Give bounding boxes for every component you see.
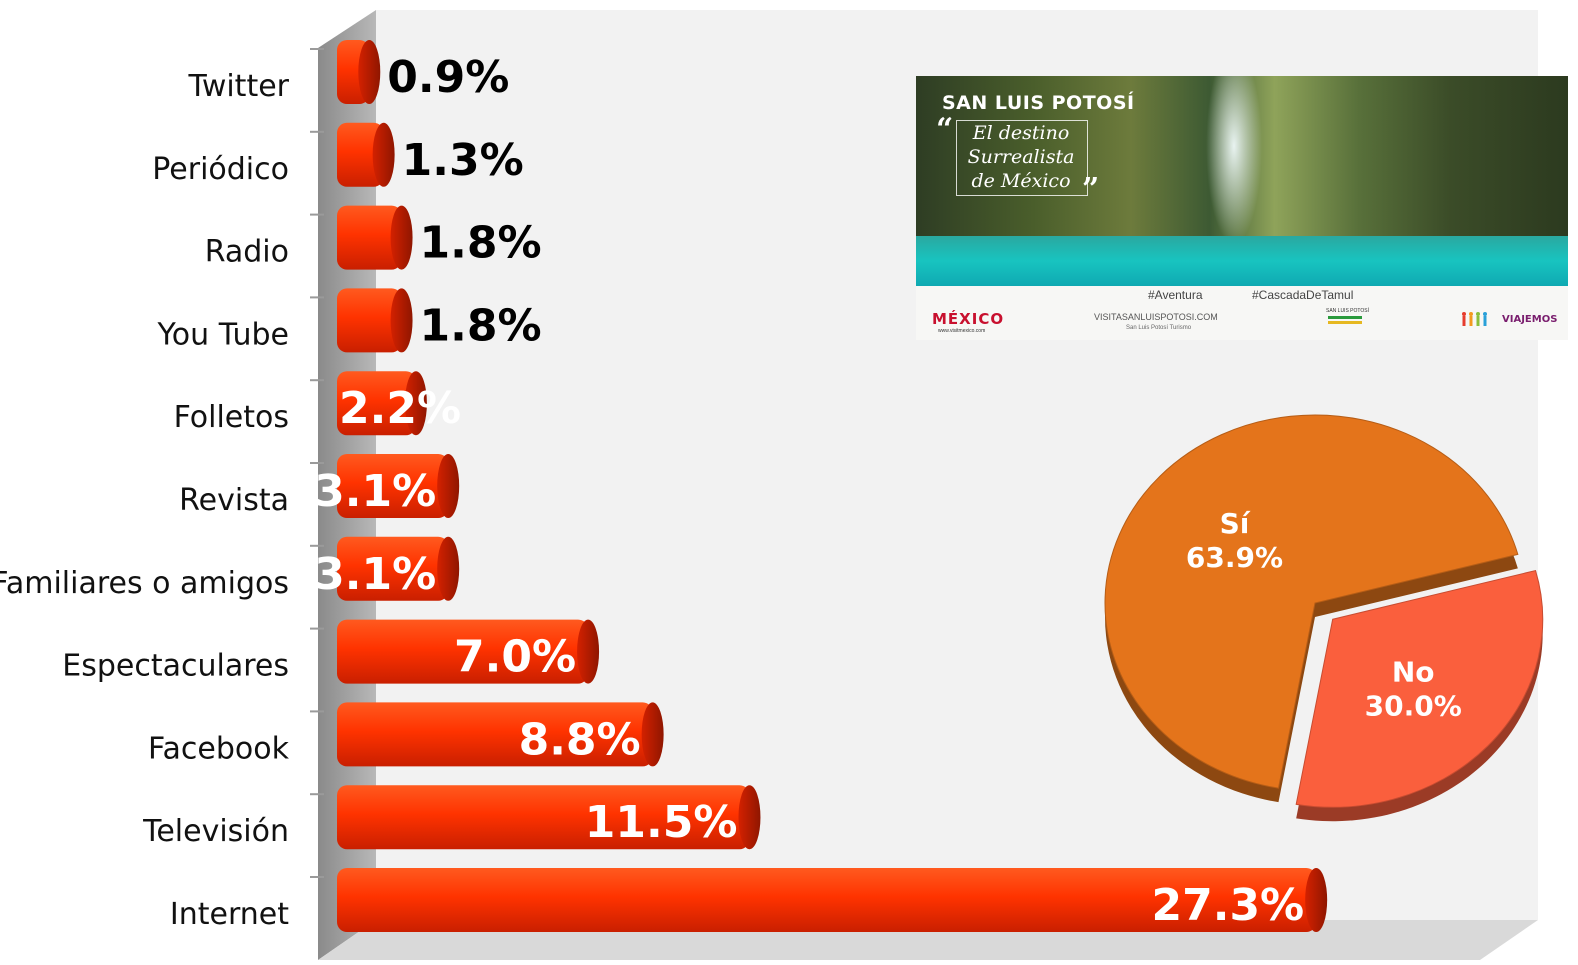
bar-cap bbox=[358, 40, 381, 104]
banner-website: VISITASANLUISPOTOSI.COM bbox=[1094, 312, 1218, 322]
bar-cap bbox=[404, 371, 427, 436]
bar bbox=[337, 619, 589, 684]
slp-logo-text: SAN LUIS POTOSÍ bbox=[1326, 308, 1369, 314]
bar-cap bbox=[738, 785, 761, 850]
bar-cap bbox=[390, 205, 413, 270]
bar-group bbox=[337, 702, 664, 767]
bar-cap bbox=[437, 454, 460, 518]
bar bbox=[337, 702, 653, 767]
bar-group bbox=[337, 40, 381, 104]
bar-group bbox=[337, 288, 413, 353]
banner-photo-water bbox=[916, 236, 1568, 286]
viajemos-people-icon bbox=[1462, 312, 1487, 326]
data-label: 1.8% bbox=[420, 218, 542, 269]
pie-category-label: Sí bbox=[1220, 507, 1251, 540]
category-label: Folletos bbox=[174, 400, 289, 435]
bar-group bbox=[337, 868, 1328, 932]
data-label: 27.3% bbox=[1152, 880, 1305, 931]
bar bbox=[337, 454, 449, 518]
bar-group bbox=[337, 785, 761, 850]
mexico-logo-url: www.visitmexico.com bbox=[938, 328, 986, 334]
banner-tagline-3: de México bbox=[971, 170, 1071, 192]
banner-website-sub: San Luis Potosí Turismo bbox=[1126, 325, 1192, 331]
data-label: 2.2% bbox=[339, 383, 461, 434]
bar bbox=[337, 288, 402, 353]
quote-open-icon: “ bbox=[936, 112, 954, 147]
data-label: 3.1% bbox=[314, 549, 436, 600]
bar bbox=[337, 785, 750, 850]
pie-value-label: 63.9% bbox=[1186, 541, 1283, 574]
bar-group bbox=[337, 205, 413, 270]
quote-close-icon: ” bbox=[1082, 172, 1100, 207]
data-label: 3.1% bbox=[314, 466, 436, 517]
banner-quote-box bbox=[956, 120, 1088, 196]
banner-ad: SAN LUIS POTOSÍ “ El destino Surrealista… bbox=[916, 76, 1568, 340]
category-label: Twitter bbox=[187, 69, 289, 104]
banner-title: SAN LUIS POTOSÍ bbox=[942, 92, 1135, 114]
category-label: Internet bbox=[170, 897, 289, 932]
category-label: Familiares o amigos bbox=[0, 566, 289, 601]
bar bbox=[337, 371, 416, 436]
banner-hashtag-aventura: #Aventura bbox=[1148, 288, 1203, 302]
viajemos-logo: VIAJEMOS bbox=[1502, 314, 1558, 325]
category-label: Facebook bbox=[148, 731, 290, 766]
bar-cap bbox=[372, 122, 395, 187]
pie-slice bbox=[1104, 414, 1519, 789]
category-label: Periódico bbox=[152, 152, 289, 187]
banner-hashtag-cascada: #CascadaDeTamul bbox=[1252, 288, 1354, 302]
bar-cap bbox=[390, 288, 413, 353]
category-label: Revista bbox=[179, 483, 289, 518]
bar bbox=[337, 536, 449, 601]
category-label: You Tube bbox=[156, 317, 289, 352]
bar-cap bbox=[641, 702, 664, 767]
data-label: 1.3% bbox=[402, 135, 524, 186]
pie-category-label: No bbox=[1392, 655, 1435, 688]
bar-group bbox=[337, 371, 427, 436]
data-label: 11.5% bbox=[585, 797, 738, 848]
data-label: 1.8% bbox=[420, 300, 542, 351]
bar-group bbox=[337, 454, 460, 518]
slp-logo-icon bbox=[1328, 316, 1362, 334]
bar bbox=[337, 205, 402, 270]
bar bbox=[337, 122, 384, 187]
bar-series: Twitter 0.9% Periódico 1.3% Radio 1.8% You Tub… bbox=[0, 40, 1328, 932]
bar-cap bbox=[437, 536, 460, 601]
pie-value-label: 30.0% bbox=[1365, 689, 1462, 722]
data-label: 7.0% bbox=[454, 632, 576, 683]
pie-slice bbox=[1295, 569, 1544, 808]
category-label: Televisión bbox=[142, 814, 289, 849]
bar-group bbox=[337, 536, 460, 601]
bar-cap bbox=[577, 619, 600, 684]
bar-group bbox=[337, 122, 395, 187]
banner-tagline-1: El destino bbox=[972, 122, 1070, 144]
mexico-logo: MÉXICO bbox=[932, 310, 1005, 328]
data-label: 8.8% bbox=[519, 714, 641, 765]
category-label: Espectaculares bbox=[62, 649, 289, 684]
category-label: Radio bbox=[205, 235, 289, 270]
bar bbox=[337, 868, 1317, 932]
bar-cap bbox=[1305, 868, 1328, 932]
data-label: 0.9% bbox=[387, 52, 509, 103]
bar-group bbox=[337, 619, 600, 684]
banner-tagline-2: Surrealista bbox=[967, 146, 1075, 168]
